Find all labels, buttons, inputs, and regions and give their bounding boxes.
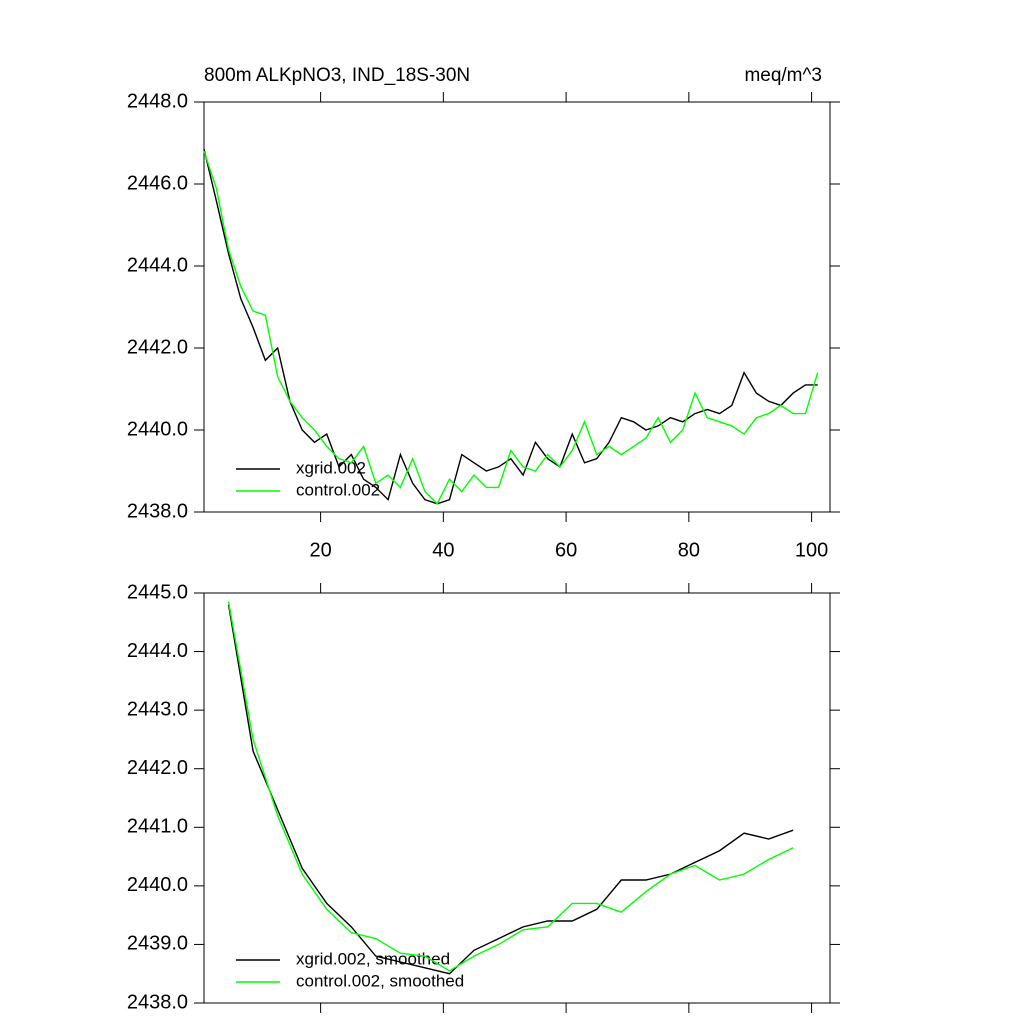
legend-label: xgrid.002 (296, 458, 366, 477)
x-tick-label: 40 (432, 539, 454, 561)
data-line (227, 601, 794, 972)
y-tick-label: 2440.0 (127, 874, 188, 896)
units-label: meq/m^3 (744, 65, 822, 86)
plot-frame (203, 101, 831, 513)
y-tick-label: 2439.0 (127, 933, 188, 955)
data-line (203, 148, 818, 505)
legend-label: control.002 (296, 480, 380, 499)
y-tick-label: 2443.0 (127, 698, 188, 720)
x-tick-label: 100 (795, 539, 828, 561)
legend-label: control.002, smoothed (296, 971, 464, 990)
x-tick-label: 20 (309, 539, 331, 561)
x-tick-label: 80 (678, 539, 700, 561)
y-tick-label: 2440.0 (127, 418, 188, 440)
y-tick-label: 2442.0 (127, 757, 188, 779)
plot-frame (203, 592, 831, 1004)
y-tick-label: 2441.0 (127, 816, 188, 838)
data-line (227, 604, 794, 975)
y-tick-label: 2444.0 (127, 640, 188, 662)
x-tick-label: 60 (555, 539, 577, 561)
y-tick-label: 2438.0 (127, 500, 188, 522)
y-tick-label: 2448.0 (127, 90, 188, 112)
data-line (203, 150, 819, 505)
y-tick-label: 2438.0 (127, 991, 188, 1013)
y-tick-label: 2446.0 (127, 172, 188, 194)
legend-label: xgrid.002, smoothed (296, 949, 450, 968)
y-tick-label: 2445.0 (127, 581, 188, 603)
y-tick-label: 2442.0 (127, 336, 188, 358)
y-tick-label: 2444.0 (127, 254, 188, 276)
chart-title: 800m ALKpNO3, IND_18S-30N (204, 65, 470, 86)
